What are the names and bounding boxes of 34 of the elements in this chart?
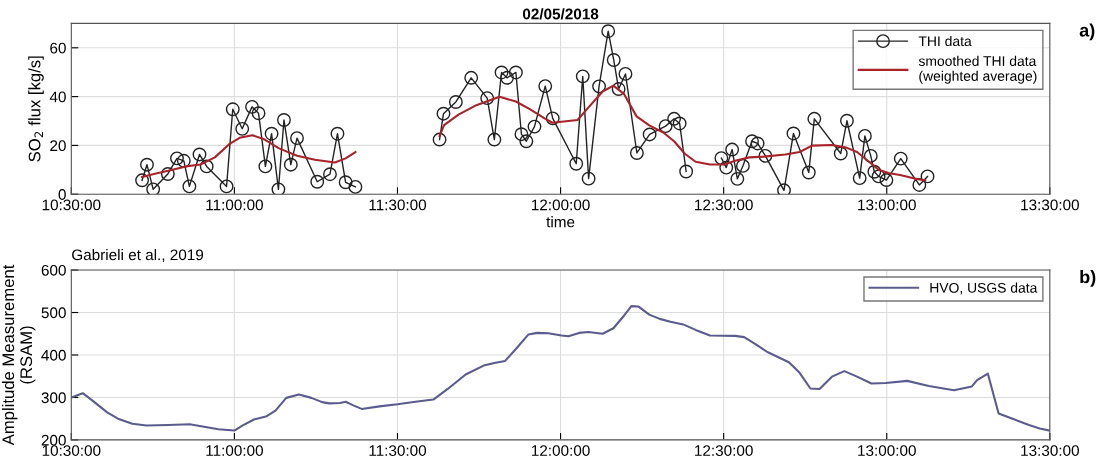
x-tick-label: 13:30:00 [1021,199,1079,211]
x-tick-label: 11:00:00 [206,199,263,211]
y-tick-label: 200 [41,434,66,446]
y-tick-label: 400 [41,349,66,361]
x-tick-label: 11:00:00 [206,445,263,456]
x-tick-label: 12:00:00 [532,445,590,456]
x-tick-label: 12:00:00 [532,199,590,211]
line-series [71,305,1050,432]
x-tick-label: 11:30:00 [369,199,427,211]
x-tick-label: 12:30:00 [695,445,753,456]
y-tick-label: 600 [41,264,66,276]
text: Gabrieli et al., 2019 [72,249,204,263]
x-axis-title: time [546,216,575,228]
x-tick-label: 11:30:00 [369,445,427,456]
y-tick-label: 40 [49,91,66,103]
x-tick-label: 13:30:00 [1021,445,1079,456]
x-tick-label: 12:30:00 [695,199,753,211]
chart-title: 02/05/2018 [522,8,599,20]
y-tick-label: 500 [41,307,66,319]
y-tick-label: 300 [41,392,66,404]
x-tick-label: 10:30:00 [42,199,101,211]
y-tick-label: 20 [50,140,66,152]
text: b) [1080,270,1096,287]
legend-label: HVO, USGS data [930,282,1038,295]
y-axis-title: Amplitude Measurement (RSAM) [1,264,36,446]
y-tick-label: 60 [50,42,66,54]
y-tick-label: 0 [58,189,66,200]
x-tick-label: 13:00:00 [858,445,916,456]
x-tick-label: 13:00:00 [858,199,916,211]
x-tick-label: 10:30:00 [42,445,101,456]
y-axis-title: SO$_{2}$ flux [kg/s] [28,56,44,162]
text: a) [1079,23,1095,41]
legend-label: smoothed THI data (weighted average) [918,55,1037,84]
legend-label: THI data [918,35,972,47]
